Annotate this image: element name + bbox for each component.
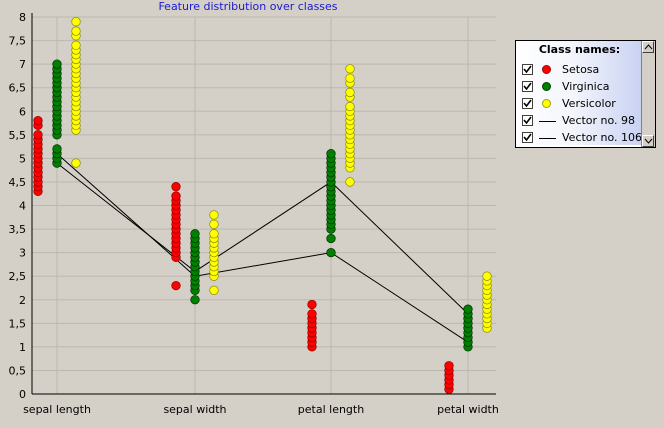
- point-versicolor: [209, 285, 219, 295]
- checkbox-vector-98[interactable]: [522, 115, 533, 126]
- legend-item-virginica[interactable]: Virginica: [520, 80, 642, 95]
- y-tick-label: 6,5: [9, 82, 27, 95]
- legend-item-versicolor[interactable]: Versicolor: [520, 97, 642, 112]
- point-virginica: [190, 229, 200, 239]
- point-virginica: [326, 233, 336, 244]
- series-line-vector-no-98: [56, 153, 469, 343]
- x-tick-label: sepal length: [23, 403, 91, 416]
- y-tick-label: 1,5: [9, 317, 27, 330]
- arrow-down-icon: [644, 138, 653, 144]
- checkbox-vector-106[interactable]: [522, 132, 533, 143]
- point-virginica: [326, 247, 336, 258]
- point-virginica: [326, 149, 336, 159]
- green-dot-icon: [542, 82, 551, 91]
- point-setosa: [171, 191, 181, 201]
- x-tick-label: petal width: [437, 403, 499, 416]
- point-versicolor: [345, 87, 355, 98]
- y-tick-label: 2,5: [9, 270, 27, 283]
- y-tick-label: 3,5: [9, 223, 27, 236]
- point-versicolor: [345, 64, 355, 74]
- checkmark-icon: [523, 65, 532, 74]
- yellow-dot-icon: [542, 99, 551, 108]
- red-dot-icon: [542, 65, 551, 74]
- checkmark-icon: [523, 99, 532, 108]
- y-tick-label: 4: [19, 200, 26, 213]
- checkbox-virginica[interactable]: [522, 81, 533, 92]
- point-versicolor: [71, 17, 81, 27]
- y-tick-label: 0,5: [9, 364, 27, 377]
- axes: [31, 13, 496, 395]
- vector-lines: [56, 153, 469, 343]
- point-versicolor: [71, 40, 81, 50]
- y-tick-label: 4,5: [9, 176, 27, 189]
- legend-body: Class names: Setosa Virginica Versicolor…: [518, 41, 642, 146]
- line-icon: [539, 138, 556, 139]
- legend-item-setosa[interactable]: Setosa: [520, 63, 642, 78]
- y-tick-label: 1: [19, 341, 26, 354]
- legend-label-vector-98: Vector no. 98: [562, 114, 636, 127]
- grid: [32, 16, 496, 395]
- point-versicolor: [345, 73, 355, 83]
- legend-label-setosa: Setosa: [562, 63, 600, 76]
- point-virginica: [463, 304, 473, 314]
- checkmark-icon: [523, 82, 532, 91]
- line-icon: [539, 121, 556, 122]
- tick-labels: 0 0,5 1 1,5 2 2,5 3 3,5 4 4,5 5 5,5 6 6,5 7 7,5 8 sepal l…: [9, 11, 499, 416]
- chart-title: Feature distribution over classes: [158, 0, 337, 13]
- y-tick-label: 2: [19, 294, 26, 307]
- point-versicolor: [209, 229, 219, 239]
- checkbox-setosa[interactable]: [522, 64, 533, 75]
- checkmark-icon: [523, 116, 532, 125]
- legend-label-vector-106: Vector no. 106: [562, 131, 643, 144]
- y-tick-label: 3: [19, 247, 26, 260]
- scroll-down-button[interactable]: [642, 135, 654, 147]
- legend-title: Class names:: [538, 43, 621, 56]
- point-versicolor: [209, 210, 219, 220]
- x-tick-label: sepal width: [163, 403, 226, 416]
- point-versicolor: [71, 158, 81, 168]
- legend-label-virginica: Virginica: [562, 80, 610, 93]
- legend-label-versicolor: Versicolor: [562, 97, 616, 110]
- data-points: [33, 17, 492, 394]
- point-versicolor: [482, 271, 492, 281]
- checkmark-icon: [523, 133, 532, 142]
- point-setosa: [444, 361, 454, 371]
- point-virginica: [52, 59, 62, 69]
- point-versicolor: [209, 219, 219, 230]
- arrow-up-icon: [644, 44, 653, 50]
- scroll-up-button[interactable]: [642, 41, 654, 53]
- legend-item-vector-98[interactable]: Vector no. 98: [520, 114, 642, 129]
- point-setosa: [33, 130, 43, 140]
- point-virginica: [190, 295, 200, 305]
- point-setosa: [171, 280, 181, 291]
- point-versicolor: [71, 26, 81, 36]
- point-virginica: [52, 144, 62, 154]
- y-tick-label: 8: [19, 11, 26, 24]
- point-setosa: [33, 116, 43, 126]
- legend-item-vector-106[interactable]: Vector no. 106: [520, 131, 642, 146]
- y-tick-label: 7,5: [9, 35, 27, 48]
- y-tick-label: 7: [19, 58, 26, 71]
- x-tick-label: petal length: [298, 403, 364, 416]
- checkbox-versicolor[interactable]: [522, 98, 533, 109]
- y-tick-label: 6: [19, 105, 26, 118]
- y-tick-label: 0: [19, 388, 26, 401]
- y-tick-label: 5,5: [9, 129, 27, 142]
- point-setosa: [307, 309, 317, 319]
- series-line-vector-no-106: [56, 162, 469, 315]
- legend: Class names: Setosa Virginica Versicolor…: [515, 40, 656, 148]
- y-tick-label: 5: [19, 152, 26, 165]
- point-versicolor: [345, 101, 355, 112]
- point-setosa: [171, 181, 181, 192]
- point-setosa: [307, 299, 317, 310]
- legend-scrollbar[interactable]: [641, 41, 655, 147]
- point-versicolor: [345, 177, 355, 187]
